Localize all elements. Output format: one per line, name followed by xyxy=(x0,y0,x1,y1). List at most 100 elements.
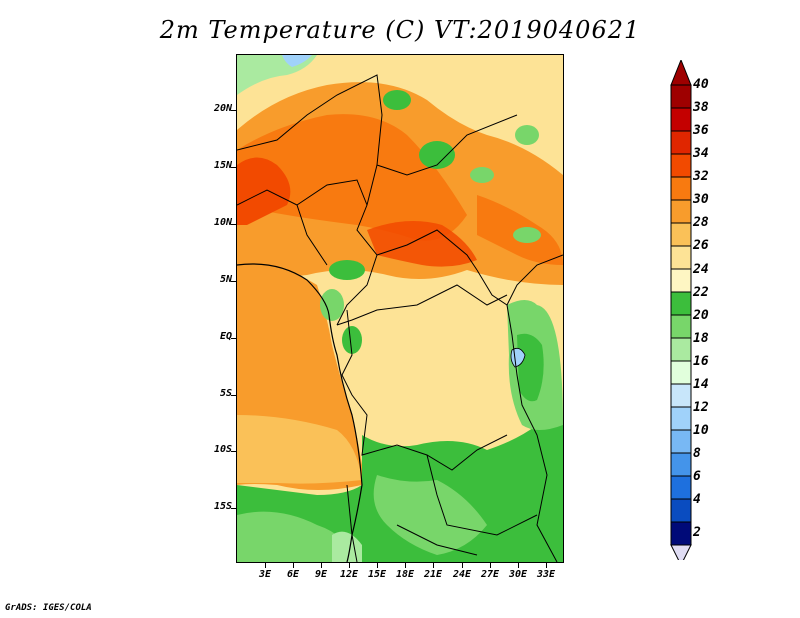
lon-label-21e: 21E xyxy=(423,569,443,580)
lon-label-12e: 12E xyxy=(339,569,359,580)
map-title: 2m Temperature (C) VT:2019040621 xyxy=(159,16,641,44)
lat-tick xyxy=(231,338,236,339)
lon-label-15e: 15E xyxy=(367,569,387,580)
southern-lighter-green xyxy=(373,475,487,555)
lat-tick xyxy=(231,395,236,396)
map-canvas xyxy=(237,55,563,562)
lon-tick xyxy=(349,563,350,568)
green-patch xyxy=(383,90,411,110)
colorbar xyxy=(670,60,692,560)
east-highlands-dark xyxy=(517,333,544,402)
lon-label-6e: 6E xyxy=(286,569,300,580)
colorbar-label-16: 16 xyxy=(693,354,709,369)
colorbar-swatch xyxy=(670,337,692,362)
coastline xyxy=(237,263,363,562)
colorbar-label-34: 34 xyxy=(693,146,709,161)
lon-tick xyxy=(377,563,378,568)
lat-tick xyxy=(231,281,236,282)
lat-label-20n: 20N xyxy=(213,103,232,114)
colorbar-swatch xyxy=(670,268,692,293)
colorbar-label-26: 26 xyxy=(693,238,709,253)
colorbar-label-12: 12 xyxy=(693,400,709,415)
lon-tick xyxy=(405,563,406,568)
lon-tick xyxy=(490,563,491,568)
colorbar-swatch xyxy=(670,314,692,339)
colorbar-swatch xyxy=(670,521,692,546)
colorbar-high-arrow xyxy=(670,60,692,86)
south-ocean-green xyxy=(237,511,357,562)
lat-tick xyxy=(231,224,236,225)
very-hot-zone xyxy=(237,114,467,241)
lon-tick xyxy=(462,563,463,568)
colorbar-label-40: 40 xyxy=(693,77,709,92)
green-patch xyxy=(320,289,344,321)
colorbar-swatch xyxy=(670,360,692,385)
colorbar-label-36: 36 xyxy=(693,123,709,138)
north-coast-blue xyxy=(282,55,312,67)
lon-tick xyxy=(321,563,322,568)
lon-label-18e: 18E xyxy=(395,569,415,580)
green-patch xyxy=(515,125,539,145)
lat-label-15n: 15N xyxy=(213,160,232,171)
green-patch xyxy=(329,260,365,280)
lon-label-24e: 24E xyxy=(452,569,472,580)
colorbar-label-14: 14 xyxy=(693,377,709,392)
lat-label-10s: 10S xyxy=(213,444,232,455)
colorbar-label-22: 22 xyxy=(693,285,709,300)
lat-label-15s: 15S xyxy=(213,501,232,512)
colorbar-label-24: 24 xyxy=(693,262,709,277)
colorbar-swatch xyxy=(670,383,692,408)
temperature-map xyxy=(236,54,564,563)
political-borders xyxy=(237,74,563,562)
lat-tick xyxy=(231,508,236,509)
colorbar-label-18: 18 xyxy=(693,331,709,346)
colorbar-label-6: 6 xyxy=(693,469,701,484)
ocean-lighter xyxy=(237,415,362,484)
green-patch xyxy=(419,141,455,169)
colorbar-label-2: 2 xyxy=(693,525,701,540)
central-hot-band xyxy=(367,221,477,267)
green-patch xyxy=(470,167,494,183)
colorbar-label-30: 30 xyxy=(693,192,709,207)
colorbar-label-38: 38 xyxy=(693,100,709,115)
lon-label-33e: 33E xyxy=(536,569,556,580)
colorbar-label-20: 20 xyxy=(693,308,709,323)
colorbar-swatch xyxy=(670,452,692,477)
colorbar-label-10: 10 xyxy=(693,423,709,438)
far-south-lightgreen xyxy=(332,531,362,562)
credit-footer: GrADS: IGES/COLA xyxy=(5,603,92,613)
lon-tick xyxy=(546,563,547,568)
colorbar-low-arrow xyxy=(670,544,692,560)
colorbar-swatch xyxy=(670,429,692,454)
lon-label-27e: 27E xyxy=(480,569,500,580)
lat-label-10n: 10N xyxy=(213,217,232,228)
colorbar-label-32: 32 xyxy=(693,169,709,184)
colorbar-label-8: 8 xyxy=(693,446,701,461)
colorbar-swatch xyxy=(670,176,692,201)
green-patch xyxy=(513,227,541,243)
lat-label-eq: EQ xyxy=(219,331,232,342)
colorbar-swatch xyxy=(670,498,692,523)
green-patch xyxy=(342,326,362,354)
colorbar-swatch xyxy=(670,475,692,500)
lon-tick xyxy=(433,563,434,568)
colorbar-swatch xyxy=(670,222,692,247)
lat-label-5n: 5N xyxy=(219,274,232,285)
colorbar-swatch xyxy=(670,153,692,178)
colorbar-label-28: 28 xyxy=(693,215,709,230)
lon-tick xyxy=(518,563,519,568)
lat-tick xyxy=(231,451,236,452)
lat-tick xyxy=(231,167,236,168)
lon-label-3e: 3E xyxy=(258,569,272,580)
colorbar-swatch xyxy=(670,291,692,316)
colorbar-swatch xyxy=(670,84,692,109)
colorbar-swatch xyxy=(670,130,692,155)
lat-label-5s: 5S xyxy=(219,388,232,399)
lon-tick xyxy=(293,563,294,568)
colorbar-swatch xyxy=(670,406,692,431)
lon-label-30e: 30E xyxy=(508,569,528,580)
lon-tick xyxy=(265,563,266,568)
colorbar-swatch xyxy=(670,245,692,270)
lon-label-9e: 9E xyxy=(314,569,328,580)
colorbar-swatch xyxy=(670,199,692,224)
